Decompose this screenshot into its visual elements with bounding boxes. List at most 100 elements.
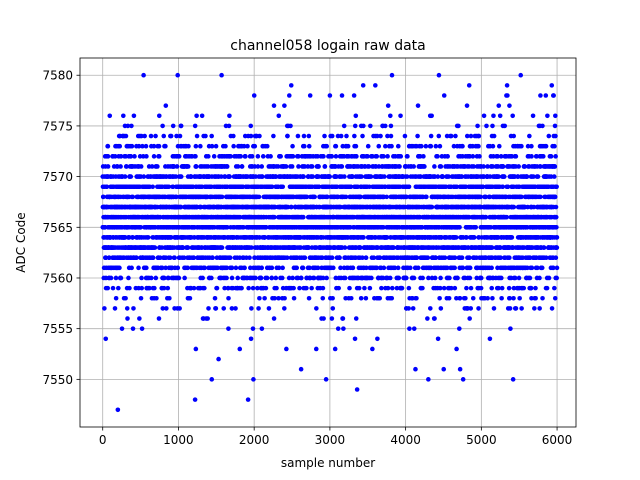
data-point: [130, 326, 136, 331]
data-point: [296, 164, 301, 169]
data-point: [282, 295, 287, 301]
data-point: [117, 265, 122, 271]
data-point: [441, 285, 447, 291]
data-point: [264, 275, 270, 281]
data-point: [414, 295, 419, 301]
data-point: [168, 133, 174, 139]
data-point: [350, 265, 356, 271]
data-point: [144, 154, 149, 159]
data-point: [235, 164, 241, 169]
data-point: [284, 346, 289, 352]
data-point: [446, 295, 452, 301]
data-point: [161, 285, 167, 291]
data-point: [447, 275, 452, 281]
data-point: [174, 164, 180, 169]
data-point: [156, 316, 162, 321]
data-point: [153, 275, 159, 281]
data-point: [169, 235, 174, 240]
data-point: [137, 316, 142, 321]
data-point: [105, 143, 111, 149]
data-point: [287, 93, 292, 98]
data-point: [161, 133, 167, 139]
data-point: [321, 154, 326, 159]
data-point: [152, 285, 157, 291]
data-point: [395, 143, 401, 149]
data-point: [250, 285, 256, 291]
data-point: [460, 265, 466, 271]
data-point: [157, 255, 163, 261]
data-point: [389, 295, 395, 301]
data-point: [138, 224, 143, 230]
data-point: [368, 123, 373, 129]
data-point: [250, 326, 256, 331]
data-point: [320, 295, 326, 301]
data-point: [316, 164, 321, 169]
data-point: [203, 133, 208, 139]
data-point: [102, 306, 107, 311]
data-point: [341, 326, 346, 331]
data-point: [428, 133, 434, 139]
data-point: [467, 255, 472, 261]
data-point: [454, 346, 459, 352]
data-point: [163, 265, 168, 271]
data-point: [178, 123, 184, 129]
data-point: [291, 295, 297, 301]
data-point: [211, 154, 217, 159]
data-point: [127, 235, 132, 240]
data-point: [363, 255, 369, 261]
data-point: [352, 123, 358, 129]
data-point: [165, 285, 171, 291]
data-point: [432, 164, 437, 169]
data-point: [164, 306, 169, 311]
data-point: [327, 174, 332, 179]
data-point: [130, 235, 135, 240]
data-point: [333, 154, 339, 159]
data-point: [247, 255, 252, 261]
data-point: [148, 133, 154, 139]
data-point: [376, 143, 382, 149]
data-point: [274, 285, 279, 291]
data-point: [224, 164, 230, 169]
data-point: [248, 336, 254, 342]
data-point: [272, 214, 277, 220]
data-point: [353, 316, 359, 321]
data-point: [457, 224, 462, 230]
data-point: [336, 285, 341, 291]
data-point: [155, 164, 160, 169]
data-point: [140, 143, 145, 149]
data-point: [145, 235, 151, 240]
data-point: [271, 103, 277, 108]
data-point: [194, 133, 200, 139]
data-point: [311, 275, 317, 281]
data-point: [115, 164, 120, 169]
data-point: [129, 143, 135, 149]
data-point: [435, 154, 440, 159]
data-point: [105, 154, 111, 159]
data-point: [266, 306, 272, 311]
data-point: [160, 306, 166, 311]
data-point: [227, 255, 233, 261]
data-point: [139, 326, 145, 331]
data-point: [342, 174, 347, 179]
data-point: [264, 143, 270, 149]
data-point: [456, 123, 461, 129]
data-point: [432, 275, 438, 281]
data-point: [370, 346, 375, 352]
data-point: [117, 143, 123, 149]
data-point: [280, 184, 286, 190]
data-point: [246, 285, 251, 291]
data-point: [136, 143, 142, 149]
data-point: [285, 133, 290, 139]
data-point: [147, 285, 152, 291]
data-point: [251, 93, 257, 98]
data-point: [271, 316, 277, 321]
data-points: [100, 72, 560, 413]
data-point: [192, 123, 198, 129]
data-point: [356, 285, 362, 291]
data-point: [301, 174, 306, 179]
data-point: [314, 306, 319, 311]
data-point: [468, 306, 474, 311]
data-point: [402, 133, 408, 139]
data-point: [213, 143, 219, 149]
data-point: [282, 306, 287, 311]
